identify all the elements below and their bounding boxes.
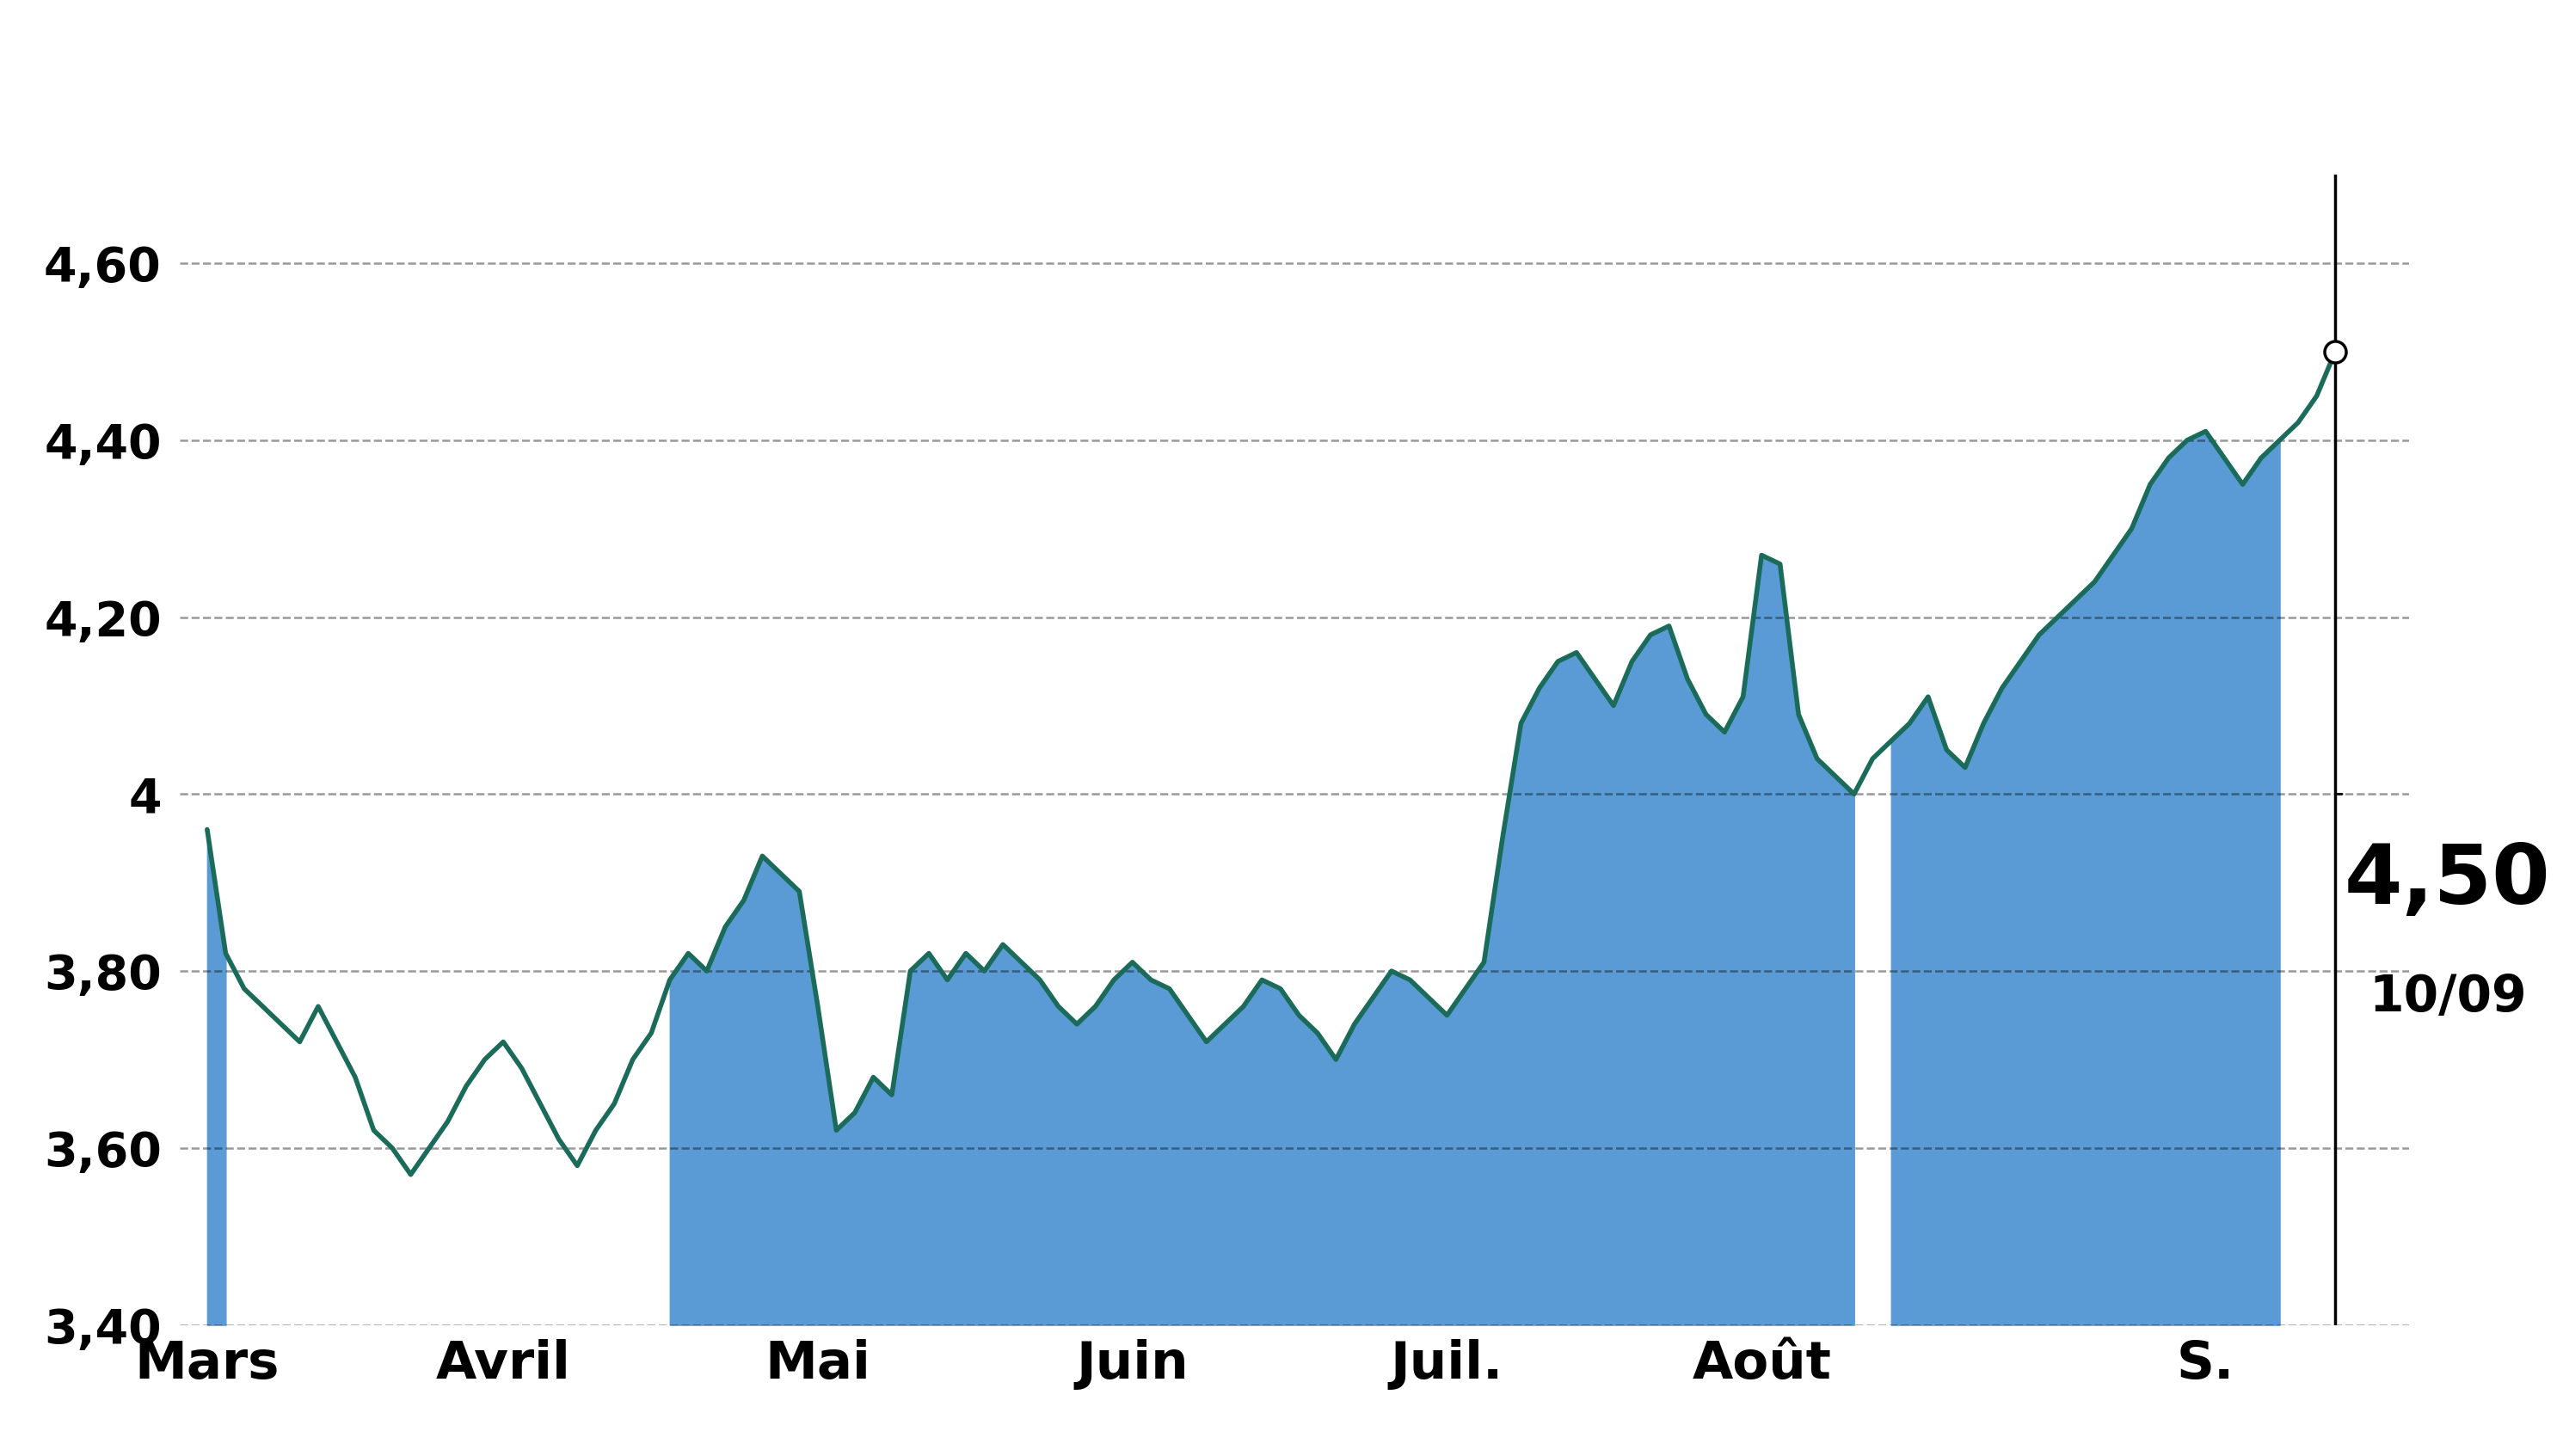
Text: 4,50: 4,50: [2345, 842, 2550, 920]
Text: 10/09: 10/09: [2368, 973, 2527, 1022]
Text: abrdn Global Premier Properties Fund: abrdn Global Premier Properties Fund: [336, 33, 2227, 119]
